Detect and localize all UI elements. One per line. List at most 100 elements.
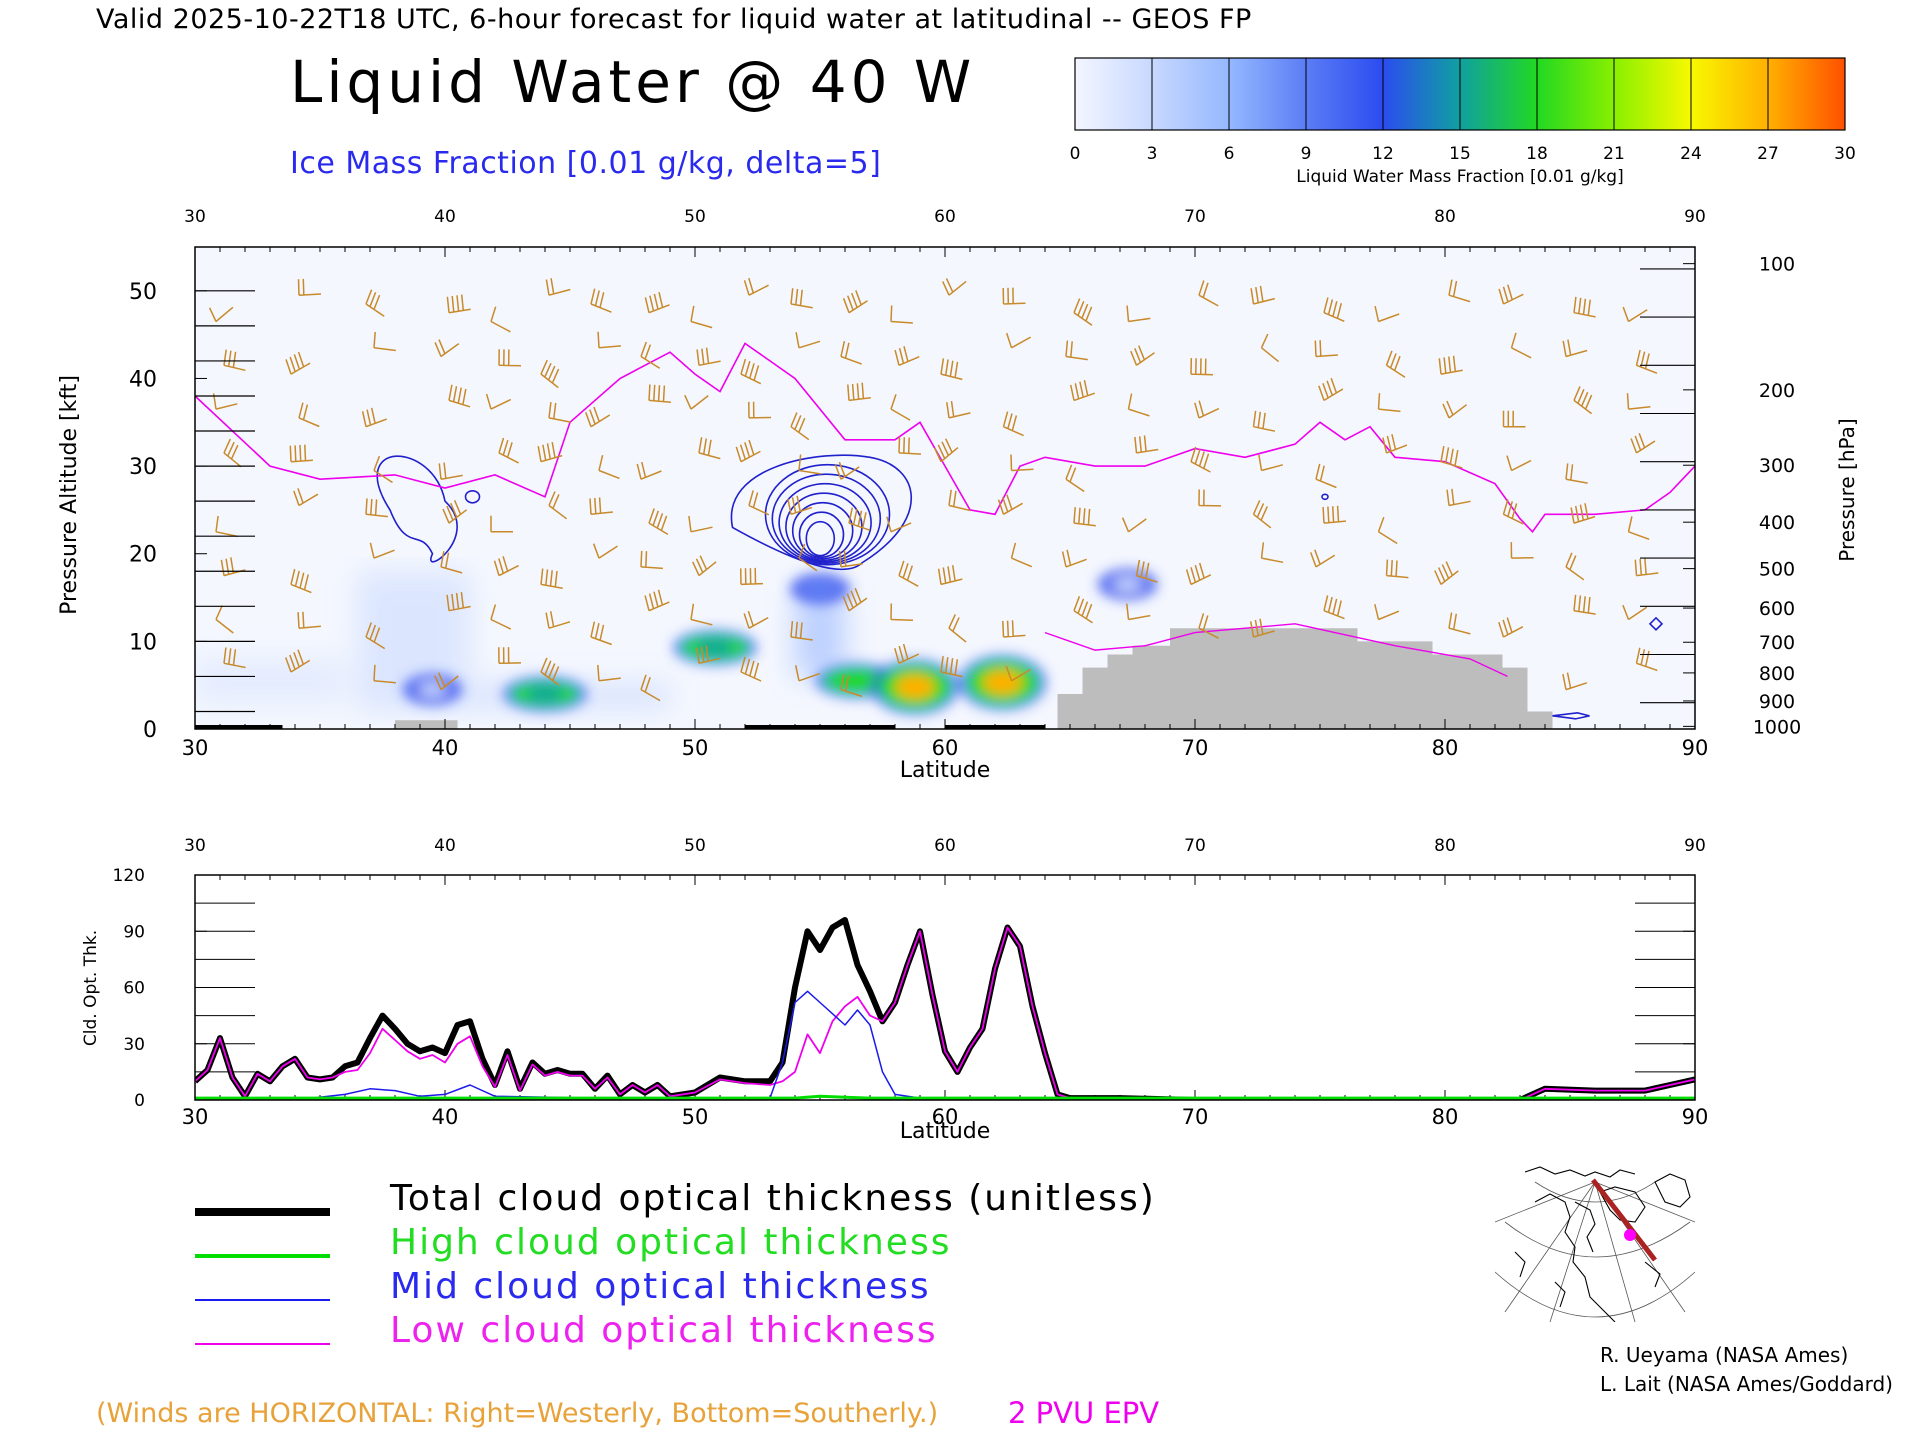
wind-barb (890, 305, 913, 324)
x-tick-label: 70 (1182, 1105, 1209, 1129)
wind-barb (537, 441, 563, 463)
legend-total-label: Total cloud optical thickness (unitless) (390, 1178, 1156, 1219)
pressure-tick-label: 900 (1759, 691, 1795, 713)
x-top-tick-label: 50 (684, 207, 706, 227)
wind-barb (298, 402, 320, 428)
map-coastlines (1514, 1166, 1691, 1322)
wind-barb (842, 290, 868, 314)
wind-barb (1318, 378, 1344, 402)
wind-barb (798, 543, 818, 572)
x-tick-label: 30 (182, 1105, 209, 1129)
x-tick-label: 50 (682, 1105, 709, 1129)
y-tick-label: 0 (143, 718, 157, 743)
wind-barb (442, 500, 468, 524)
x-tick-label: 50 (682, 736, 709, 760)
wind-barb (795, 332, 821, 349)
wind-barb (1562, 672, 1588, 691)
x-top-tick-label: 60 (934, 836, 956, 856)
wind-barb (297, 278, 322, 296)
x-top-tick-label: 30 (184, 207, 206, 227)
wind-barb (584, 406, 611, 428)
wind-barb (1323, 297, 1345, 322)
legend-mid-label: Mid cloud optical thickness (390, 1266, 931, 1307)
x-top-tick-label: 90 (1684, 836, 1706, 856)
wind-barb (840, 673, 863, 698)
wind-barb (1185, 562, 1212, 586)
x-tick-label: 80 (1432, 736, 1459, 760)
wind-barb (498, 647, 522, 665)
wind-barb (890, 394, 911, 421)
pressure-tick-label: 800 (1759, 663, 1795, 685)
wind-barb (223, 647, 246, 669)
legend (195, 1208, 330, 1345)
wind-barb (1073, 298, 1093, 326)
y-tick-label: 0 (134, 1091, 145, 1111)
wind-barb (898, 436, 922, 455)
colorbar-label: Liquid Water Mass Fraction [0.01 g/kg] (1296, 167, 1623, 187)
wind-barb (1573, 594, 1596, 615)
wind-barb (1434, 561, 1459, 585)
y-tick-label: 20 (129, 543, 157, 568)
ice-contour (1552, 712, 1590, 720)
map-location-marker (1624, 1229, 1636, 1241)
ice-contours (376, 454, 1664, 720)
wind-barb (545, 278, 571, 296)
wind-barb (1135, 559, 1158, 583)
wind-barb (590, 288, 612, 313)
wind-barb (1498, 284, 1524, 305)
lower-y-axis-label: Cld. Opt. Thk. (81, 930, 101, 1046)
liquid-water-field (402, 568, 1158, 715)
lower-plot-frame (194, 874, 1696, 1101)
cross-section-chart: 3030404050506060707080809090010203040501… (57, 207, 1859, 783)
liquid-water-core (696, 640, 734, 655)
x-tick-label: 40 (432, 1105, 459, 1129)
x-top-tick-label: 90 (1684, 207, 1706, 227)
wind-barb (1127, 393, 1150, 417)
y-axis-label: Pressure Altitude [kft] (57, 375, 82, 615)
wind-barb (1630, 433, 1656, 454)
wind-barb (898, 560, 919, 587)
wind-barb (1627, 516, 1650, 541)
wind-barb (373, 664, 396, 684)
pressure-axis-label: Pressure [hPa] (1835, 418, 1859, 561)
colorbar: 0 3 6 9 12 15 18 21 24 27 30 Liquid Water Mass Fra… (1070, 57, 1856, 187)
wind-barb (1130, 345, 1155, 366)
series-line (195, 926, 1695, 1100)
wind-barb (1622, 306, 1648, 323)
wind-barb (743, 610, 769, 629)
wind-barb (692, 555, 717, 577)
wind-barb (690, 305, 713, 329)
wind-barb (1252, 410, 1276, 432)
wind-barb (289, 444, 313, 463)
chart-subtitle: Ice Mass Fraction [0.01 g/kg, delta=5] (290, 146, 882, 181)
wind-barb (684, 394, 709, 410)
wind-barb (290, 568, 312, 594)
ice-contour (778, 482, 872, 563)
wind-barb (1562, 339, 1588, 358)
lower-x-axis-label: Latitude (900, 1119, 991, 1140)
wind-barb (946, 400, 971, 419)
x-top-tick-label: 80 (1434, 207, 1456, 227)
terrain-mask (1057, 628, 1553, 729)
wind-barb (1448, 612, 1471, 635)
wind-barb (1385, 350, 1406, 378)
wind-barb (735, 439, 761, 463)
wind-barb (1190, 446, 1211, 473)
wind-barb (942, 278, 967, 296)
ice-contour (376, 455, 458, 563)
x-top-tick-label: 40 (434, 207, 456, 227)
y-tick-label: 120 (113, 866, 145, 886)
wind-barb (798, 454, 821, 475)
wind-barb (1002, 411, 1024, 437)
wind-barb (598, 455, 620, 480)
wind-barb (1448, 279, 1471, 303)
valid-time-header: Valid 2025-10-22T18 UTC, 6-hour forecast… (96, 4, 1252, 35)
wind-barb (739, 567, 764, 586)
wind-barb (1005, 332, 1032, 349)
wind-barb (490, 604, 512, 630)
wind-barb (1069, 379, 1096, 402)
y-tick-label: 60 (123, 979, 145, 999)
wind-barb (1322, 505, 1346, 524)
ice-contour (764, 463, 891, 566)
wind-barb (1438, 355, 1463, 375)
